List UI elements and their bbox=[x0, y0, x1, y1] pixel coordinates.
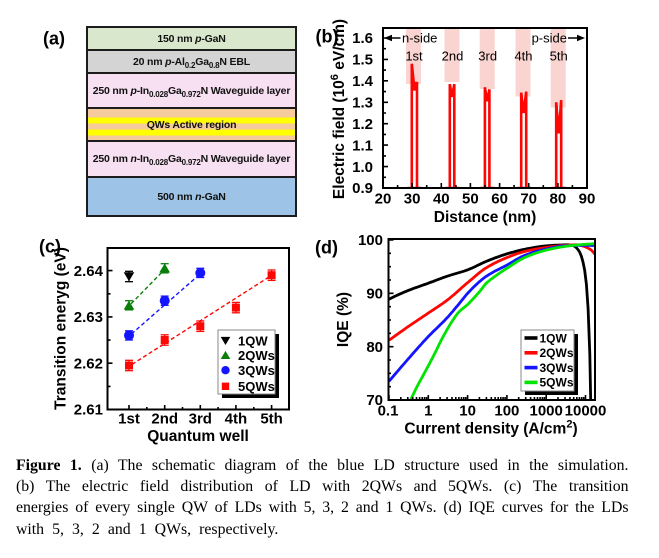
svg-text:90: 90 bbox=[366, 286, 383, 303]
svg-text:1QW: 1QW bbox=[540, 331, 568, 345]
svg-text:IQE (%): IQE (%) bbox=[335, 292, 352, 347]
svg-text:1st: 1st bbox=[405, 49, 423, 64]
svg-text:0.9: 0.9 bbox=[352, 180, 373, 197]
svg-text:50: 50 bbox=[462, 191, 479, 208]
svg-text:20: 20 bbox=[375, 191, 392, 208]
svg-text:n-side: n-side bbox=[402, 31, 437, 46]
svg-text:1: 1 bbox=[424, 403, 432, 420]
svg-text:1.2: 1.2 bbox=[352, 116, 373, 133]
svg-text:0.1: 0.1 bbox=[378, 403, 399, 420]
svg-text:10000: 10000 bbox=[565, 403, 607, 420]
svg-text:5th: 5th bbox=[260, 411, 283, 428]
svg-text:(c): (c) bbox=[39, 237, 61, 257]
svg-text:2.64: 2.64 bbox=[74, 263, 104, 280]
svg-text:1.3: 1.3 bbox=[352, 95, 373, 112]
svg-text:60: 60 bbox=[491, 191, 508, 208]
svg-text:2QWs: 2QWs bbox=[238, 348, 275, 363]
svg-text:2.61: 2.61 bbox=[74, 402, 103, 419]
svg-text:Electric field (106 eV/cm): Electric field (106 eV/cm) bbox=[329, 19, 348, 199]
svg-text:1.0: 1.0 bbox=[352, 159, 373, 176]
svg-text:(d): (d) bbox=[315, 238, 338, 258]
svg-text:90: 90 bbox=[579, 191, 596, 208]
svg-text:40: 40 bbox=[433, 191, 450, 208]
svg-text:p-side: p-side bbox=[532, 31, 567, 46]
svg-text:1.6: 1.6 bbox=[352, 30, 373, 47]
svg-text:Distance (nm): Distance (nm) bbox=[434, 209, 537, 226]
svg-text:(a): (a) bbox=[43, 29, 65, 49]
svg-text:3rd: 3rd bbox=[189, 411, 212, 428]
svg-text:80: 80 bbox=[366, 339, 383, 356]
svg-text:100: 100 bbox=[494, 403, 519, 420]
svg-text:2QWs: 2QWs bbox=[540, 346, 574, 360]
svg-text:30: 30 bbox=[404, 191, 421, 208]
svg-text:5th: 5th bbox=[550, 49, 568, 64]
svg-text:4th: 4th bbox=[514, 49, 532, 64]
svg-text:5QWs: 5QWs bbox=[238, 379, 275, 394]
svg-text:1st: 1st bbox=[118, 411, 140, 428]
svg-text:1.5: 1.5 bbox=[352, 52, 373, 69]
svg-text:80: 80 bbox=[550, 191, 567, 208]
svg-text:2.63: 2.63 bbox=[74, 309, 103, 326]
svg-text:3rd: 3rd bbox=[478, 49, 497, 64]
svg-text:70: 70 bbox=[520, 191, 537, 208]
svg-text:(b): (b) bbox=[316, 27, 339, 47]
svg-text:100: 100 bbox=[358, 232, 383, 249]
svg-text:2nd: 2nd bbox=[442, 49, 464, 64]
svg-text:70: 70 bbox=[366, 392, 383, 409]
svg-text:1000: 1000 bbox=[530, 403, 563, 420]
svg-text:4th: 4th bbox=[225, 411, 248, 428]
svg-text:3QWs: 3QWs bbox=[238, 363, 275, 378]
svg-text:2.62: 2.62 bbox=[74, 355, 103, 372]
svg-text:10: 10 bbox=[459, 403, 476, 420]
svg-text:3QWs: 3QWs bbox=[540, 361, 574, 375]
svg-text:1QW: 1QW bbox=[238, 333, 268, 348]
svg-text:Transition eneryg (eV): Transition eneryg (eV) bbox=[53, 247, 70, 410]
svg-text:1.4: 1.4 bbox=[352, 73, 374, 90]
svg-text:2nd: 2nd bbox=[151, 411, 178, 428]
svg-text:5QWs: 5QWs bbox=[540, 376, 574, 390]
svg-text:Current density (A/cm2): Current density (A/cm2) bbox=[404, 419, 577, 438]
svg-text:Quantum well: Quantum well bbox=[147, 428, 249, 445]
svg-text:1.1: 1.1 bbox=[352, 137, 373, 154]
